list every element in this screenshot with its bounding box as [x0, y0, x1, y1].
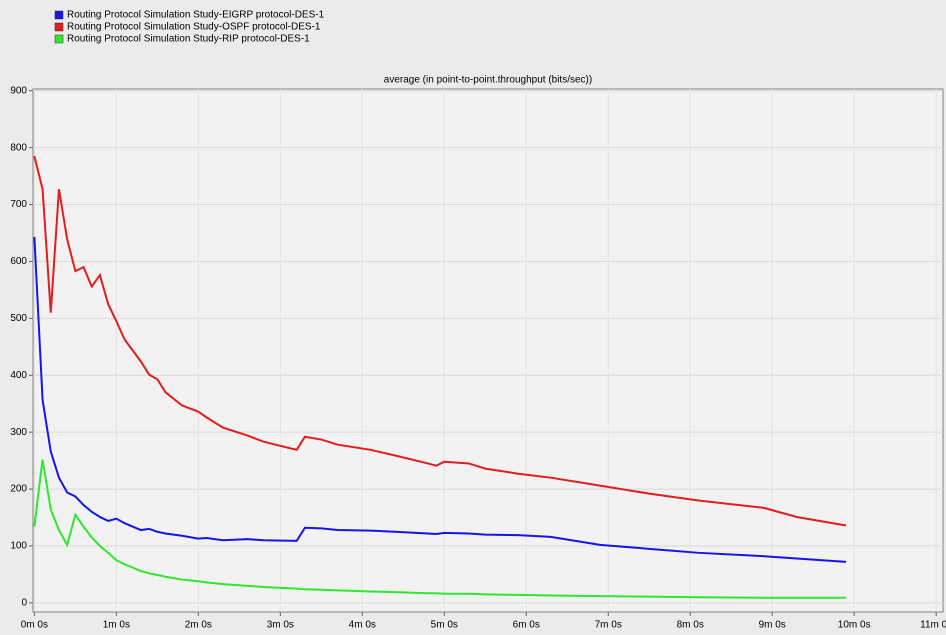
series-line [33, 236, 847, 563]
x-tick-label: 5m 0s [431, 620, 458, 631]
legend-swatch [54, 34, 64, 44]
x-tick-label: 10m 0s [838, 620, 871, 631]
y-tick-label: 100 [10, 541, 27, 552]
x-tick-label: 1m 0s [103, 620, 130, 631]
x-tick-label: 11m 0s [920, 620, 946, 631]
chart-title: average (in point-to-point.throughput (b… [384, 75, 592, 86]
series-line [33, 155, 847, 527]
y-tick-label: 300 [10, 427, 27, 438]
x-tick-label: 4m 0s [349, 620, 376, 631]
y-tick-label: 400 [10, 370, 27, 381]
x-tick-label: 2m 0s [185, 620, 212, 631]
y-tick-label: 700 [10, 199, 27, 210]
legend-swatch [54, 22, 64, 32]
x-tick-label: 3m 0s [267, 620, 294, 631]
y-tick-label: 0 [21, 598, 27, 609]
y-tick-label: 600 [10, 256, 27, 267]
x-tick-label: 6m 0s [513, 620, 540, 631]
legend-label: Routing Protocol Simulation Study-EIGRP … [67, 10, 325, 21]
x-tick-label: 9m 0s [759, 620, 786, 631]
y-tick-label: 800 [10, 142, 27, 153]
plot-area [32, 88, 944, 613]
y-tick-label: 900 [10, 85, 27, 96]
series-line [33, 459, 846, 599]
y-tick-label: 200 [10, 484, 27, 495]
legend-swatch [54, 10, 64, 20]
legend-label: Routing Protocol Simulation Study-OSPF p… [67, 22, 321, 33]
x-tick-label: 7m 0s [595, 620, 622, 631]
legend-label: Routing Protocol Simulation Study-RIP pr… [67, 34, 310, 45]
x-tick-label: 8m 0s [677, 620, 704, 631]
y-tick-label: 500 [10, 313, 27, 324]
x-tick-label: 0m 0s [21, 620, 48, 631]
